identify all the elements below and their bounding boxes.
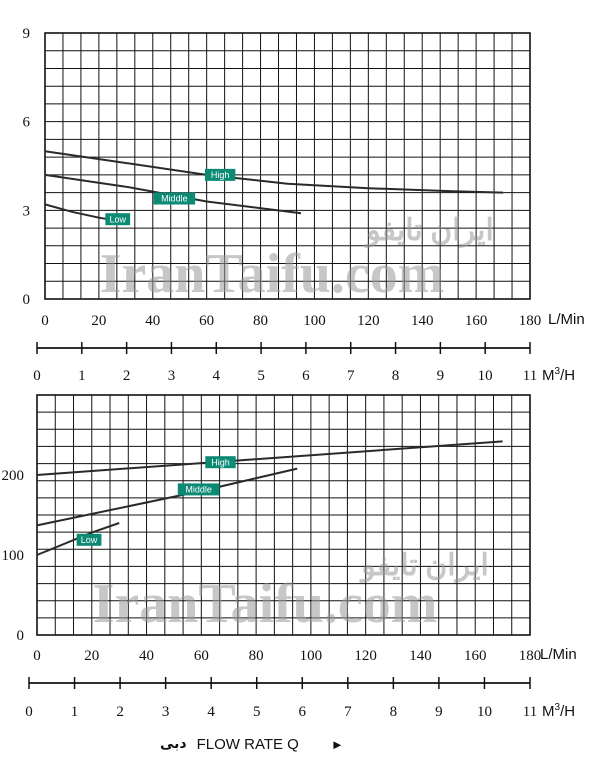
x-tick-label: 100 (303, 313, 326, 329)
secondary-tick-label: 3 (168, 368, 176, 384)
series-badge-high: High (205, 456, 236, 469)
secondary-tick-label: 0 (25, 704, 33, 720)
secondary-tick-label: 11 (523, 704, 537, 720)
secondary-tick-label: 10 (477, 704, 492, 720)
series-badge-low: Low (76, 533, 102, 546)
series-badge-middle: Middle (177, 483, 220, 496)
watermark-farsi: ایران تایفو (359, 549, 489, 583)
secondary-tick-label: 2 (123, 368, 131, 384)
watermark-latin: IranTaifu.com (93, 573, 438, 635)
x-axis-label: L/Min (548, 311, 585, 328)
series-line-middle (36, 467, 298, 527)
series-badge-middle: Middle (153, 192, 196, 205)
flow-rate-caption: دبی FLOW RATE Q ► (160, 733, 420, 755)
x-tick-label: 120 (354, 648, 377, 664)
chart-bottom-flow-vs-pressure: ایران تایفو IranTaifu.com HighMiddleLow … (2, 394, 577, 720)
series-line-high (44, 150, 504, 194)
secondary-tick-label: 5 (257, 368, 265, 384)
secondary-tick-label: 9 (437, 368, 445, 384)
series-label-high: High (211, 457, 230, 467)
series-badge-bg (204, 168, 236, 181)
series-label-middle: Middle (161, 194, 188, 204)
secondary-axis-label: M3/H (542, 702, 575, 720)
secondary-tick-label: 7 (347, 368, 355, 384)
secondary-tick-label: 7 (344, 704, 352, 720)
series-badge-high: High (204, 168, 236, 181)
x-axis-label: L/Min (540, 646, 577, 663)
series-badge-bg (205, 456, 236, 469)
x-tick-label: 180 (519, 313, 542, 329)
secondary-tick-label: 2 (116, 704, 124, 720)
x-tick-label: 60 (199, 313, 214, 329)
y-tick-label: 3 (23, 203, 31, 219)
x-tick-label: 40 (145, 313, 160, 329)
y-tick-label: 100 (2, 548, 25, 564)
plot-frame (44, 32, 531, 300)
x-tick-label: 20 (91, 313, 106, 329)
secondary-tick-label: 10 (478, 368, 493, 384)
series-line-high (36, 440, 503, 476)
x-tick-label: 80 (253, 313, 268, 329)
chart-top-flow-vs-head: ایران تایفو IranTaifu.com HighMiddleLow … (23, 26, 585, 384)
secondary-tick-label: 6 (299, 704, 307, 720)
secondary-tick-label: 4 (207, 704, 215, 720)
secondary-tick-label: 1 (78, 368, 86, 384)
series-badge-bg (153, 192, 196, 205)
watermark-latin: IranTaifu.com (100, 243, 445, 305)
x-tick-label: 140 (409, 648, 432, 664)
x-tick-label: 60 (194, 648, 209, 664)
y-tick-label: 0 (17, 628, 25, 644)
x-tick-label: 20 (84, 648, 99, 664)
secondary-tick-label: 8 (392, 368, 400, 384)
secondary-tick-label: 5 (253, 704, 261, 720)
watermark: ایران تایفو IranTaifu.com (93, 549, 489, 635)
series-badge-low: Low (105, 213, 131, 226)
secondary-tick-label: 8 (390, 704, 398, 720)
x-tick-label: 80 (249, 648, 264, 664)
x-tick-label: 0 (33, 648, 41, 664)
secondary-tick-label: 9 (435, 704, 443, 720)
x-tick-label: 120 (357, 313, 380, 329)
secondary-tick-label: 1 (71, 704, 79, 720)
series-badge-bg (177, 483, 220, 496)
series-label-high: High (211, 170, 230, 180)
series-badge-bg (76, 533, 102, 546)
x-tick-label: 0 (41, 313, 49, 329)
right-arrow-icon: ► (330, 736, 344, 752)
secondary-tick-label: 6 (302, 368, 310, 384)
series-line-low (36, 522, 120, 556)
x-tick-label: 160 (465, 313, 488, 329)
series-label-low: Low (109, 214, 126, 224)
flow-rate-label: FLOW RATE Q (196, 735, 299, 753)
y-tick-label: 0 (23, 292, 31, 308)
y-tick-label: 200 (2, 468, 25, 484)
watermark: ایران تایفو IranTaifu.com (100, 214, 494, 305)
series-label-low: Low (81, 535, 98, 545)
secondary-tick-label: 11 (523, 368, 537, 384)
plot-frame (36, 394, 531, 636)
watermark-farsi: ایران تایفو (364, 214, 494, 248)
secondary-tick-label: 0 (33, 368, 41, 384)
series-label-middle: Middle (185, 485, 212, 495)
secondary-tick-label: 4 (213, 368, 221, 384)
y-tick-label: 6 (23, 115, 31, 131)
x-tick-label: 40 (139, 648, 154, 664)
x-tick-label: 100 (300, 648, 323, 664)
secondary-axis-label: M3/H (542, 366, 575, 384)
series-badge-bg (105, 213, 131, 226)
secondary-tick-label: 3 (162, 704, 170, 720)
x-tick-label: 140 (411, 313, 434, 329)
x-tick-label: 180 (519, 648, 542, 664)
flow-rate-farsi-label: دبی (160, 736, 187, 752)
x-tick-label: 160 (464, 648, 487, 664)
y-tick-label: 9 (23, 26, 31, 42)
